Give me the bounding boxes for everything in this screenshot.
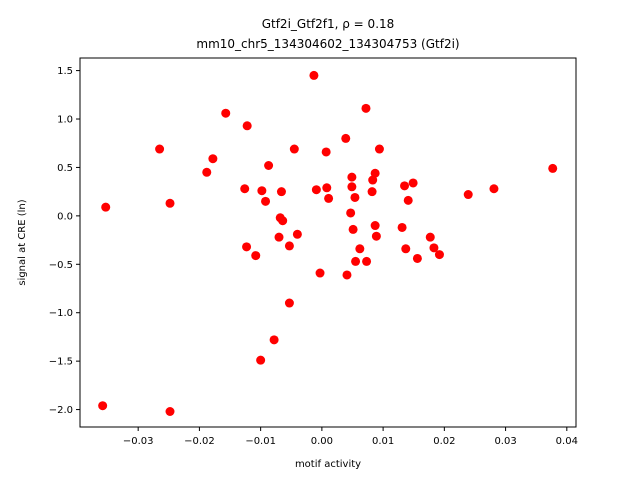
x-axis-ticks: −0.03 −0.02 −0.01 0.00 0.01 0.02 0.03 0.04	[123, 427, 578, 447]
data-point	[165, 198, 175, 208]
data-point	[321, 147, 331, 157]
data-point	[370, 168, 380, 178]
data-point	[350, 192, 360, 202]
y-tick-label: 0.0	[57, 211, 73, 222]
data-point	[348, 224, 358, 234]
data-point	[322, 183, 332, 193]
data-point	[347, 182, 357, 192]
data-point	[342, 270, 352, 280]
y-tick-label: −0.5	[49, 260, 73, 271]
data-point	[155, 144, 165, 154]
data-point	[401, 244, 411, 254]
data-point	[425, 232, 435, 242]
x-tick-label: 0.00	[311, 436, 333, 447]
data-point	[400, 181, 410, 191]
data-point	[269, 335, 279, 345]
data-point	[434, 250, 444, 260]
y-tick-label: 1.5	[57, 66, 73, 77]
x-tick-label: 0.02	[433, 436, 455, 447]
y-axis-label: signal at CRE (ln)	[17, 199, 28, 285]
data-points	[98, 70, 558, 416]
data-point	[463, 190, 473, 200]
x-tick-label: −0.01	[245, 436, 276, 447]
data-point	[242, 121, 252, 131]
data-point	[221, 108, 231, 118]
x-tick-label: −0.03	[123, 436, 154, 447]
x-tick-label: 0.03	[494, 436, 516, 447]
data-point	[208, 154, 218, 164]
data-point	[489, 184, 499, 194]
data-point	[355, 244, 365, 254]
data-point	[242, 242, 252, 252]
data-point	[346, 208, 356, 218]
data-point	[274, 232, 284, 242]
data-point	[292, 229, 302, 239]
data-point	[370, 221, 380, 231]
data-point	[397, 222, 407, 232]
x-tick-label: 0.01	[372, 436, 394, 447]
data-point	[284, 298, 294, 308]
x-tick-label: −0.02	[184, 436, 215, 447]
data-point	[351, 256, 361, 266]
data-point	[309, 70, 319, 80]
data-point	[278, 216, 288, 226]
data-point	[412, 253, 422, 263]
y-tick-label: −2.0	[49, 405, 73, 416]
data-point	[341, 133, 351, 143]
data-point	[101, 202, 111, 212]
chart-title-line1: Gtf2i_Gtf2f1, ρ = 0.18	[262, 17, 395, 31]
data-point	[240, 184, 250, 194]
data-point	[284, 241, 294, 251]
data-point	[311, 185, 321, 195]
plot-frame	[79, 57, 577, 428]
data-point	[324, 193, 334, 203]
data-point	[256, 355, 266, 365]
data-point	[347, 172, 357, 182]
x-axis-label: motif activity	[295, 459, 361, 470]
y-tick-label: 0.5	[57, 163, 73, 174]
data-point	[264, 161, 274, 170]
y-tick-label: 1.0	[57, 115, 73, 126]
data-point	[98, 401, 108, 411]
data-point	[276, 187, 286, 197]
y-tick-label: −1.5	[49, 357, 73, 368]
data-point	[261, 196, 271, 206]
y-tick-label: −1.0	[49, 308, 73, 319]
data-point	[202, 167, 212, 177]
data-point	[362, 256, 372, 266]
data-point	[408, 178, 418, 188]
data-point	[165, 407, 175, 416]
data-point	[367, 187, 377, 197]
data-point	[361, 103, 371, 113]
data-point	[403, 195, 413, 205]
data-point	[374, 144, 384, 154]
data-point	[257, 186, 267, 196]
data-point	[315, 268, 325, 278]
data-point	[289, 144, 299, 154]
data-point	[251, 251, 261, 261]
data-point	[371, 231, 381, 241]
chart-title-line2: mm10_chr5_134304602_134304753 (Gtf2i)	[196, 37, 459, 51]
x-tick-label: 0.04	[556, 436, 578, 447]
data-point	[368, 175, 378, 185]
data-point	[548, 163, 558, 173]
y-axis-ticks: −2.0 −1.5 −1.0 −0.5 0.0 0.5 1.0 1.5	[49, 66, 80, 416]
data-point	[429, 243, 439, 253]
